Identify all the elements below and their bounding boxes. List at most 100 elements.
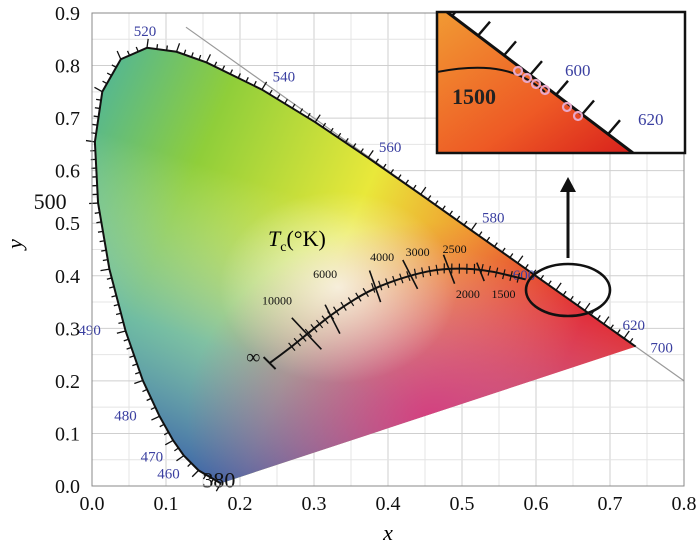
locus-tick	[352, 143, 357, 148]
locus-tick	[187, 462, 192, 467]
planckian-tick	[310, 324, 318, 333]
locus-tick	[111, 64, 117, 68]
wavelength-ticks	[85, 38, 634, 492]
locus-tick	[135, 371, 141, 375]
locus-tick	[276, 94, 281, 100]
planckian-tick	[413, 268, 417, 279]
locus-tick	[555, 282, 562, 291]
planckian-tick	[509, 270, 513, 281]
locus-tick	[524, 264, 529, 269]
tc-label: Tc(°K)	[268, 226, 326, 255]
inset-tick	[503, 40, 517, 57]
locus-tick	[94, 211, 100, 214]
planckian-tick	[406, 271, 411, 281]
y-tick-label-7: 0.7	[55, 108, 80, 130]
plot-frame	[91, 12, 685, 487]
planckian-tick	[392, 275, 397, 286]
locus-tick	[150, 406, 156, 411]
inset-zoom: 1500 600 620	[435, 10, 687, 155]
locus-tick	[261, 81, 268, 90]
locus-tick	[215, 483, 222, 492]
locus-tick	[92, 123, 98, 126]
x-tick-label-2: 0.2	[228, 493, 253, 515]
locus-tick	[562, 290, 567, 296]
planckian-tick	[428, 266, 432, 277]
locus-tick	[164, 439, 174, 446]
locus-tick	[501, 247, 506, 253]
zoom-arrow	[560, 177, 576, 258]
locus-tick	[146, 38, 149, 48]
locus-tick	[146, 397, 152, 402]
planckian-tick	[315, 319, 324, 329]
y-tick-label-6: 0.6	[55, 161, 80, 183]
locus-tick	[101, 249, 107, 252]
locus-tick	[102, 80, 108, 85]
cct-label-0: 10000	[262, 294, 292, 308]
locus-tick	[434, 200, 439, 206]
inset-label-1500: 1500	[452, 84, 496, 109]
locus-tick	[106, 277, 112, 280]
locus-tick	[229, 69, 234, 75]
wavelength-label-490: 490	[78, 323, 101, 339]
cct-label-1: 6000	[313, 267, 337, 281]
locus-tick	[106, 72, 112, 77]
locus-tick	[109, 286, 115, 289]
locus-tick	[344, 138, 349, 143]
wavelength-label-380: 380	[202, 467, 235, 492]
x-tick-label-0: 0.0	[80, 493, 105, 515]
cct-label-3: 3000	[406, 245, 430, 259]
locus-tick	[183, 49, 187, 55]
y-tick-label-5: 0.5	[55, 213, 80, 235]
wavelength-label-500: 500	[34, 189, 67, 214]
planckian-tick	[502, 269, 506, 280]
planckian-tick	[333, 306, 340, 316]
planckian-tick	[355, 292, 362, 302]
planckian-tick	[371, 282, 376, 293]
planckian-tick	[327, 311, 335, 320]
locus-tick	[118, 321, 124, 325]
planckian-locus	[262, 254, 526, 370]
locus-outline	[93, 46, 637, 485]
locus-tick	[175, 43, 181, 53]
y-tick-label-0: 0.0	[55, 476, 80, 498]
inset-data-points	[512, 65, 584, 122]
x-tick-label-3: 0.3	[302, 493, 327, 515]
cct-label-7: ∞	[246, 347, 260, 369]
isotemperature-line-4	[442, 254, 456, 284]
locus-tick	[576, 300, 581, 306]
locus-tick	[390, 169, 395, 174]
locus-tick	[441, 205, 446, 211]
locus-tick	[156, 44, 159, 50]
locus-tick	[359, 148, 364, 154]
locus-tick	[93, 115, 99, 118]
wavelength-label-700: 700	[650, 341, 673, 357]
locus-tick	[163, 431, 169, 436]
locus-tick	[97, 230, 104, 233]
cct-label-2: 4000	[370, 250, 394, 264]
planckian-tick	[494, 267, 499, 278]
locus-tick	[111, 294, 117, 298]
locus-tick	[493, 242, 498, 248]
planckian-tick	[293, 337, 302, 347]
locus-tick	[191, 469, 200, 478]
planckian-end-cap	[262, 356, 277, 370]
zoom-ellipse	[524, 262, 612, 318]
wavelength-label-580: 580	[482, 210, 505, 226]
locus-tick	[85, 139, 95, 143]
planckian-tick	[435, 264, 439, 275]
x-tick-label-1: 0.1	[154, 493, 179, 515]
planckian-tick	[399, 273, 404, 284]
locus-tick	[532, 269, 537, 275]
y-tick-label-8: 0.8	[55, 56, 80, 78]
axes	[91, 12, 685, 487]
inset-ticks	[451, 12, 621, 135]
locus-tick	[382, 163, 387, 169]
inset-tick	[477, 20, 491, 37]
cct-label-6: 1500	[491, 287, 515, 301]
locus-tick	[603, 316, 610, 325]
locus-tick	[291, 103, 296, 109]
locus-tick	[470, 222, 477, 231]
locus-tick	[166, 45, 168, 51]
locus-tick	[456, 215, 461, 221]
y-tick-label-4: 0.4	[55, 266, 80, 288]
